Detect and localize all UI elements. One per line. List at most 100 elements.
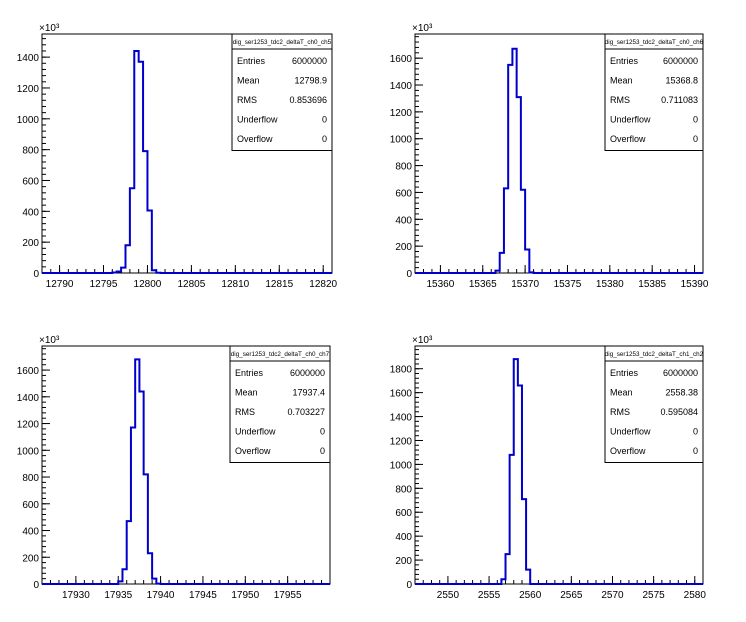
stats-value: 17937.4 bbox=[292, 388, 325, 398]
histogram-bin bbox=[152, 270, 156, 273]
x-tick-label: 2580 bbox=[684, 590, 707, 601]
histogram-panel-1: 0 200 400 600 800 1000 1200 1400 12790 12795 12800… bbox=[17, 23, 338, 290]
x-tick-label: 12820 bbox=[309, 279, 337, 290]
stats-label: RMS bbox=[610, 95, 630, 105]
stats-value: 15368.8 bbox=[665, 76, 698, 86]
stats-box bbox=[604, 345, 704, 463]
stats-value: 0 bbox=[693, 115, 698, 125]
y-tick-label: 600 bbox=[22, 176, 39, 187]
y-tick-label: 0 bbox=[33, 269, 39, 280]
y-tick-label: 400 bbox=[395, 215, 412, 226]
x-tick-label: 2560 bbox=[519, 590, 542, 601]
y-tick-label: 800 bbox=[395, 162, 412, 173]
stats-value: 6000000 bbox=[290, 368, 325, 378]
histogram-bin bbox=[512, 49, 516, 273]
histogram-bin bbox=[127, 521, 131, 584]
histogram-panel-4: 0 200 400 600 800 1000 1200 1400 1600 1800 2550 255… bbox=[390, 335, 707, 601]
histogram-bin bbox=[139, 391, 143, 584]
y-tick-label: 400 bbox=[395, 532, 412, 543]
stats-title: dig_ser1253_tdc2_deltaT_ch1_ch2 bbox=[605, 351, 704, 358]
stats-value: 0.703227 bbox=[287, 407, 325, 417]
x-tick-label: 12810 bbox=[221, 279, 249, 290]
histogram-bin bbox=[506, 554, 510, 584]
stats-label: Underflow bbox=[610, 115, 651, 125]
y-tick-label: 1400 bbox=[390, 81, 413, 92]
histogram-bin bbox=[148, 553, 152, 584]
x-tick-label: 12800 bbox=[134, 279, 162, 290]
y-multiplier-label: ×10³ bbox=[39, 335, 60, 346]
histogram-bin bbox=[508, 65, 512, 273]
histogram-bin bbox=[117, 271, 121, 273]
histogram-bin bbox=[135, 359, 139, 584]
stats-label: Underflow bbox=[237, 115, 278, 125]
x-tick-label: 17935 bbox=[104, 590, 132, 601]
x-tick-label: 12795 bbox=[90, 279, 118, 290]
stats-label: RMS bbox=[235, 407, 255, 417]
y-tick-label: 1600 bbox=[390, 389, 413, 400]
stats-value: 0 bbox=[322, 115, 327, 125]
stats-value: 6000000 bbox=[663, 56, 698, 66]
histogram-outline bbox=[415, 47, 703, 274]
y-tick-label: 0 bbox=[33, 580, 39, 591]
y-tick-label: 1000 bbox=[390, 460, 413, 471]
x-tick-label: 17945 bbox=[189, 590, 217, 601]
stats-label: Overflow bbox=[610, 446, 646, 456]
stats-value: 12798.9 bbox=[294, 76, 327, 86]
y-tick-label: 1400 bbox=[17, 393, 40, 404]
stats-value: 0.711083 bbox=[661, 95, 698, 105]
stats-title: dig_ser1253_tdc2_deltaT_ch0_ch5 bbox=[233, 39, 332, 46]
histogram-bin bbox=[518, 385, 522, 584]
y-tick-label: 600 bbox=[395, 188, 412, 199]
y-multiplier-label: ×10³ bbox=[412, 23, 433, 34]
y-tick-label: 1600 bbox=[17, 366, 40, 377]
stats-box bbox=[231, 33, 333, 151]
y-tick-label: 1000 bbox=[390, 135, 413, 146]
y-tick-label: 1200 bbox=[390, 108, 413, 119]
y-tick-label: 400 bbox=[22, 527, 39, 538]
y-tick-label: 0 bbox=[406, 580, 412, 591]
y-tick-label: 800 bbox=[395, 484, 412, 495]
stats-label: Entries bbox=[237, 56, 266, 66]
histogram-bin bbox=[495, 271, 499, 273]
histogram-bin bbox=[526, 570, 530, 584]
stats-label: Mean bbox=[235, 388, 258, 398]
stats-value: 0.595084 bbox=[660, 407, 698, 417]
x-tick-label: 17950 bbox=[231, 590, 259, 601]
histogram-bin bbox=[118, 581, 122, 584]
stats-box bbox=[229, 345, 331, 463]
x-tick-label: 2575 bbox=[643, 590, 666, 601]
y-tick-label: 1400 bbox=[17, 53, 40, 64]
stats-label: Overflow bbox=[610, 134, 646, 144]
y-tick-label: 600 bbox=[395, 508, 412, 519]
histogram-bin bbox=[510, 455, 514, 584]
histogram-bin bbox=[139, 62, 143, 273]
histogram-bin bbox=[134, 51, 138, 273]
stats-label: RMS bbox=[237, 95, 257, 105]
x-tick-label: 15380 bbox=[596, 279, 624, 290]
x-tick-label: 17930 bbox=[62, 590, 90, 601]
stats-value: 0 bbox=[322, 134, 327, 144]
stats-value: 0 bbox=[693, 134, 698, 144]
x-tick-label: 17955 bbox=[274, 590, 302, 601]
stats-value: 0.853696 bbox=[289, 95, 327, 105]
x-tick-label: 15375 bbox=[554, 279, 582, 290]
histogram-bin bbox=[131, 428, 135, 584]
histogram-bin bbox=[529, 272, 533, 273]
x-tick-label: 2555 bbox=[478, 590, 501, 601]
x-tick-label: 15370 bbox=[511, 279, 539, 290]
histogram-bin bbox=[125, 245, 129, 273]
histogram-bin bbox=[121, 268, 125, 273]
stats-label: Entries bbox=[235, 368, 264, 378]
stats-value: 6000000 bbox=[663, 368, 698, 378]
y-tick-label: 1800 bbox=[390, 365, 413, 376]
y-tick-label: 800 bbox=[22, 473, 39, 484]
stats-label: RMS bbox=[610, 407, 630, 417]
y-tick-label: 0 bbox=[406, 269, 412, 280]
stats-value: 0 bbox=[693, 446, 698, 456]
x-tick-label: 17940 bbox=[147, 590, 175, 601]
stats-label: Mean bbox=[610, 76, 633, 86]
stats-box bbox=[604, 33, 704, 151]
stats-label: Entries bbox=[610, 56, 639, 66]
x-tick-label: 15390 bbox=[681, 279, 709, 290]
